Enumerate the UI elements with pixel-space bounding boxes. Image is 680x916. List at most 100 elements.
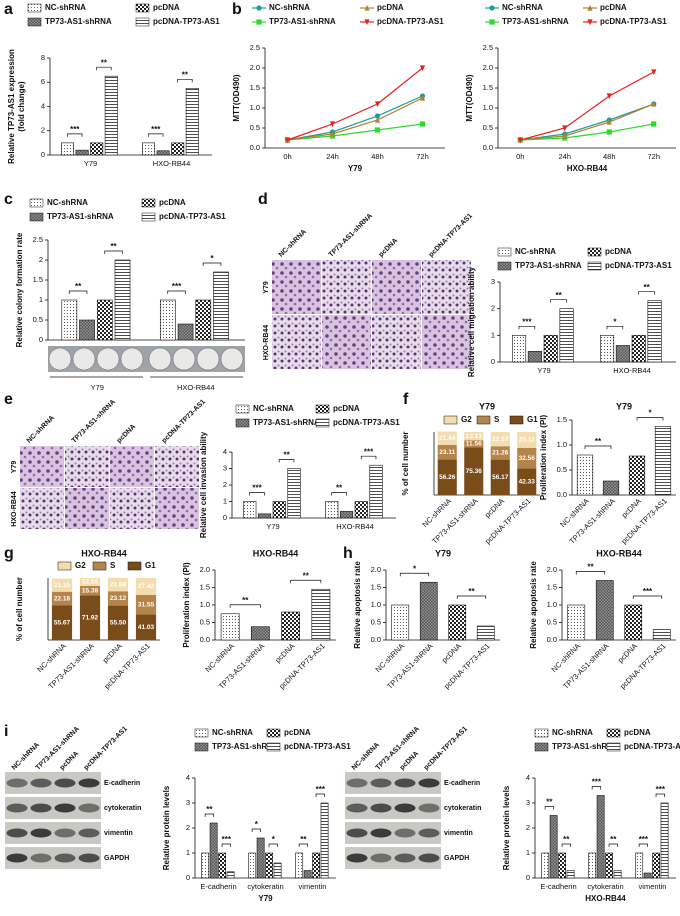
sig-bracket [456, 595, 487, 599]
sig-bracket [606, 325, 624, 330]
x-tick-label: 72h [647, 152, 660, 161]
x-tick-label: cytokeratin [587, 882, 623, 891]
y-tick-label: 0.5 [371, 617, 381, 626]
y-tick-label: 1.5 [33, 275, 43, 284]
blot-strip [345, 847, 441, 869]
legend-marker [364, 4, 370, 11]
panel-letter: g [4, 545, 14, 562]
legend-label: G2 [461, 415, 472, 424]
marker [329, 121, 336, 128]
legend-label: G1 [145, 561, 156, 570]
marker [374, 101, 381, 108]
marker [606, 129, 612, 135]
value-label: 22.18 [54, 595, 71, 602]
protein-label: vimentin [104, 830, 133, 837]
micrograph [272, 315, 321, 369]
bar-segment [79, 578, 101, 586]
bar-segment [79, 585, 101, 596]
bar [558, 852, 566, 879]
sig-bracket [399, 572, 430, 577]
micrograph [110, 488, 154, 529]
sig-bracket [544, 806, 554, 810]
legend-label: G2 [75, 561, 86, 570]
legend-label: TP73-AS1-shRNA [47, 212, 114, 221]
x-axis-label: HXO-RB44 [585, 894, 626, 903]
bar [654, 426, 672, 496]
y-axis-label: MTT(OD490) [465, 74, 474, 121]
legend-swatch [57, 561, 72, 571]
chart-title: Y79 [616, 401, 632, 411]
legend-label: NC-shRNA [47, 198, 88, 207]
value-label: 13.13 [466, 433, 483, 440]
bar [257, 513, 272, 519]
y-tick-label: 1.5 [557, 415, 567, 424]
y-tick-label: 3 [526, 798, 530, 807]
bar [90, 142, 104, 156]
y-axis-label: Relative TP73-AS1 expression [7, 49, 16, 164]
legend-label: TP73-AS1-shRNA [212, 742, 279, 751]
x-tick-label: 0h [516, 152, 524, 161]
bar [635, 852, 644, 879]
blot-band [418, 778, 440, 788]
legend-label: TP73-AS1-shRNA [552, 742, 619, 751]
row-label: Y79 [11, 461, 18, 474]
blot-band [346, 778, 368, 788]
bar-segment [107, 577, 129, 592]
x-tick-label: Y79 [266, 522, 279, 531]
bar [566, 870, 575, 879]
panel-letter: a [4, 1, 13, 18]
significance: ** [283, 451, 290, 460]
blot-band [30, 778, 52, 788]
legend-marker [256, 5, 262, 11]
sig-bracket [638, 291, 655, 295]
chart-title: Y79 [479, 401, 495, 411]
blot-band [78, 828, 100, 838]
line [520, 103, 654, 141]
legend-label: pcDNA [284, 728, 311, 737]
legend-label: NC-shRNA [212, 728, 253, 737]
bar [448, 604, 467, 641]
significance: ** [468, 587, 475, 596]
line [287, 123, 423, 141]
x-tick-label: HXO-RB44 [177, 383, 215, 392]
legend-label: NC-shRNA [552, 728, 593, 737]
x-tick-label: Y79 [84, 159, 97, 168]
micrograph [372, 315, 421, 369]
x-axis-label: Y79 [348, 164, 363, 173]
row-label: HXO-RB44 [11, 491, 18, 527]
legend-swatch [141, 212, 156, 222]
sig-bracket [575, 571, 606, 575]
significance: ** [182, 70, 189, 79]
significance: * [648, 409, 652, 418]
sig-bracket [638, 843, 648, 847]
value-label: 21.68 [110, 581, 127, 588]
sig-bracket [177, 78, 193, 83]
legend-swatch [29, 212, 44, 222]
blot-band [370, 803, 392, 813]
legend-label: pcDNA-TP73-AS1 [159, 212, 226, 221]
bar-segment [135, 595, 157, 615]
blot-band [54, 803, 76, 813]
bar [226, 871, 235, 879]
chart-title: Y79 [435, 548, 451, 558]
blot-strip [5, 772, 101, 794]
sig-bracket [278, 459, 295, 463]
legend-label: pcDNA-TP73-AS1 [605, 261, 672, 270]
x-tick-label: pcDNA [620, 496, 643, 519]
bar [588, 852, 597, 879]
value-label: 32.56 [519, 455, 536, 462]
bar [660, 802, 669, 879]
bar-segment [490, 446, 510, 460]
marker [374, 116, 381, 123]
sig-bracket [550, 299, 567, 303]
bar [177, 323, 194, 341]
significance: *** [656, 785, 666, 794]
bar [512, 335, 527, 363]
bar-segment [437, 431, 457, 445]
significance: ** [563, 835, 570, 844]
blot-band [30, 803, 52, 813]
micrograph [372, 260, 421, 314]
bar-segment [107, 605, 129, 640]
protein-label: GAPDH [444, 855, 469, 862]
significance: *** [522, 317, 532, 326]
